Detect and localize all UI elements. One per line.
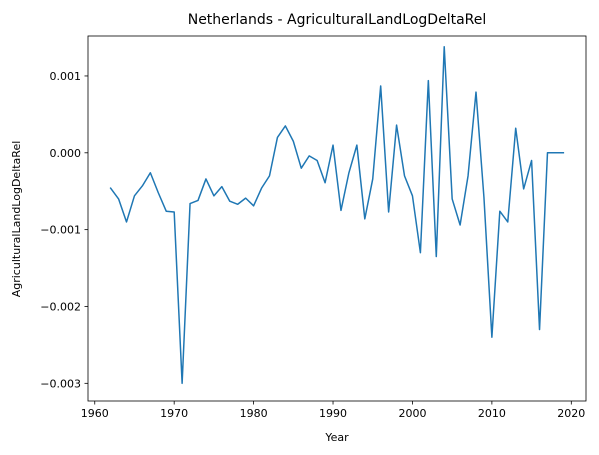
y-axis-label: AgriculturalLandLogDeltaRel (10, 141, 23, 298)
y-tick-label-3: 0.000 (50, 147, 82, 160)
x-tick-label-5: 2010 (478, 407, 506, 420)
x-tick-label-4: 2000 (398, 407, 426, 420)
x-tick-label-2: 1980 (240, 407, 268, 420)
y-tick-label-4: 0.001 (50, 70, 82, 83)
y-tick-label-1: −0.002 (40, 300, 81, 313)
x-tick-label-6: 2020 (557, 407, 585, 420)
x-tick-label-3: 1990 (319, 407, 347, 420)
plot-frame (87, 35, 587, 402)
y-tick-label-2: −0.001 (40, 224, 81, 237)
y-tick-label-0: −0.003 (40, 377, 81, 390)
x-axis-label: Year (324, 431, 349, 444)
chart-title: Netherlands - AgriculturalLandLogDeltaRe… (188, 12, 487, 28)
series-line-0 (109, 46, 565, 385)
plot-area: 1960 1970 1980 1990 2000 2010 2020 −0.003 −0.002… (40, 35, 587, 420)
x-tick-label-1: 1970 (160, 407, 188, 420)
x-tick-label-0: 1960 (81, 407, 109, 420)
